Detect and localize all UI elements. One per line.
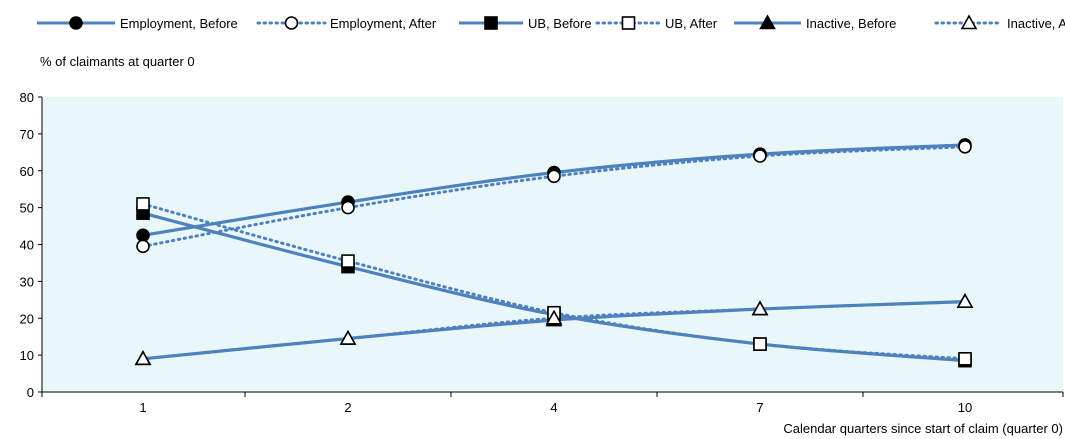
series-3-point (341, 254, 355, 268)
legend-label: UB, Before (528, 16, 592, 31)
legend-item-3: UB, After (595, 16, 718, 31)
x-tick-label: 10 (958, 400, 972, 415)
series-0-point (136, 228, 150, 243)
series-3-point (958, 352, 972, 366)
series-line-1 (141, 145, 967, 248)
legend-item-1: Employment, After (256, 16, 437, 31)
legend-swatch-marker (960, 14, 978, 30)
legend-swatch-marker (621, 16, 636, 30)
y-tick-label: 20 (20, 311, 34, 326)
legend: Employment, Before Employment, After UB, B… (37, 14, 1065, 31)
y-tick-label: 30 (20, 274, 34, 289)
x-tick-label: 1 (139, 400, 146, 415)
plot-area (42, 97, 1063, 392)
y-axis: 0 10 20 30 40 50 60 70 80 (20, 90, 43, 400)
y-tick-label: 80 (20, 90, 34, 105)
x-tick-label: 4 (550, 400, 557, 415)
legend-label: Employment, After (330, 16, 437, 31)
legend-swatch-marker (759, 14, 776, 30)
legend-label: UB, After (665, 16, 718, 31)
legend-label: Inactive, Before (806, 16, 896, 31)
y-tick-label: 10 (20, 348, 34, 363)
series-1-point (341, 200, 355, 215)
y-tick-label: 40 (20, 238, 34, 253)
legend-item-2: UB, Before (459, 16, 592, 31)
series-5-point (956, 293, 974, 308)
x-axis-label: Calendar quarters since start of claim (… (783, 421, 1063, 436)
y-tick-label: 0 (27, 385, 34, 400)
series-1-point (753, 149, 767, 163)
series-markers (134, 138, 974, 368)
series-5-point (545, 309, 563, 325)
legend-item-0: Employment, Before (37, 16, 238, 31)
series-5-point (751, 300, 769, 316)
legend-item-5: Inactive, After (934, 14, 1065, 31)
series-1-point (958, 139, 972, 154)
x-tick-label: 7 (756, 400, 763, 415)
legend-swatch-marker (484, 16, 498, 30)
y-tick-label: 70 (20, 127, 34, 142)
x-tick-label: 2 (344, 400, 351, 415)
series-5-point (339, 329, 357, 345)
y-axis-label: % of claimants at quarter 0 (40, 54, 195, 69)
series-5-point (134, 350, 152, 366)
legend-swatch-marker (69, 16, 83, 30)
y-tick-label: 50 (20, 201, 34, 216)
legend-label: Employment, Before (120, 16, 238, 31)
series-3-point (753, 337, 767, 351)
legend-label: Inactive, After (1007, 16, 1065, 31)
series-1-point (136, 239, 150, 254)
legend-item-4: Inactive, Before (734, 14, 896, 31)
legend-swatch-marker (284, 16, 299, 30)
series-3-point (136, 197, 150, 211)
x-axis: 1 2 4 7 10 (41, 391, 1064, 415)
series-1-point (547, 169, 561, 184)
y-tick-label: 60 (20, 164, 34, 179)
